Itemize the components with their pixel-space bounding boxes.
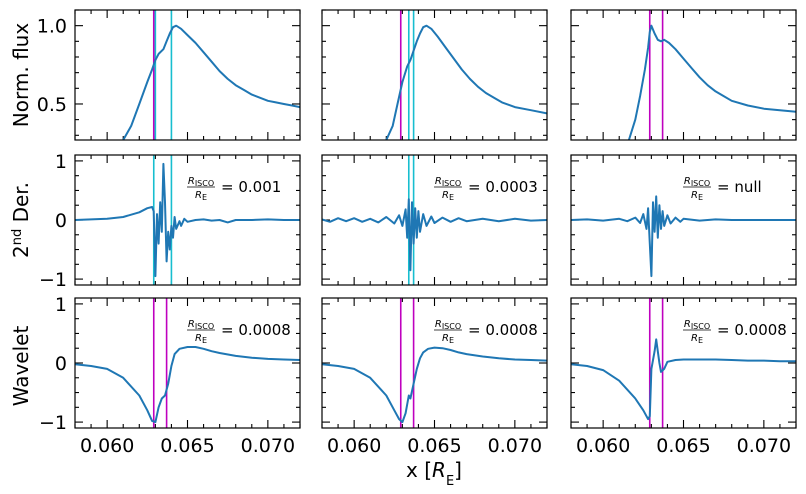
x-tick-label: 0.065 <box>656 435 710 457</box>
panel-frame <box>321 297 548 429</box>
panel-frame <box>570 9 797 141</box>
ratio-denominator: RE <box>195 333 207 345</box>
y-tick-label: 1 <box>55 294 67 316</box>
ratio-annotation: RISCO RE = 0.0003 <box>434 176 538 202</box>
panel-plot-area <box>627 10 796 140</box>
ratio-numerator: RISCO <box>435 319 461 331</box>
y-tick-label: 1.0 <box>37 16 67 38</box>
y-tick-label: 0 <box>55 353 67 375</box>
data-series-line <box>122 24 300 140</box>
panel-frame <box>321 154 548 286</box>
xlabel-text: x [ <box>406 458 432 482</box>
panel-r0c0: 0.5 1.0 <box>37 9 301 141</box>
panel-plot-area <box>75 155 300 285</box>
data-series-line <box>75 162 300 278</box>
y-tick-label: −1 <box>39 412 67 434</box>
data-series-line <box>75 346 300 424</box>
panel-plot-area <box>322 298 547 428</box>
ratio-value: = 0.0003 <box>468 178 538 196</box>
ratio-numerator: RISCO <box>684 319 710 331</box>
y-tick-label: 0.5 <box>37 94 67 116</box>
ratio-denominator: RE <box>442 190 454 202</box>
labels-layer: Norm. flux 2nd Der. Wavelet x [RE] <box>9 23 462 489</box>
ratio-denominator: RE <box>442 333 454 345</box>
ratio-annotation: RISCO RE = 0.0008 <box>434 319 538 345</box>
ratio-denominator: RE <box>691 333 703 345</box>
ratio-denominator: RE <box>691 190 703 202</box>
x-axis-label: x [RE] <box>406 458 462 489</box>
ratio-annotation: RISCO RE = null <box>683 176 762 202</box>
panel-plot-area <box>75 298 300 428</box>
panel-frame <box>74 154 301 286</box>
data-series-line <box>571 338 796 421</box>
ylabel-row-1-rest: Der. <box>9 182 33 229</box>
ratio-value: = 0.0008 <box>221 321 291 339</box>
ylabel-row-2: Wavelet <box>9 326 33 407</box>
panel-frame <box>74 9 301 141</box>
ratio-numerator: RISCO <box>684 176 710 188</box>
ratio-numerator: RISCO <box>188 319 214 331</box>
ylabel-row-1-sup: nd <box>10 229 25 246</box>
data-series-line <box>571 195 796 278</box>
panel-frame <box>74 297 301 429</box>
panel-r2c0: −1 0 1 0.060 0.065 0.070 RISCO RE = 0.0008 <box>39 294 301 457</box>
x-tick-label: 0.060 <box>80 435 134 457</box>
panel-plot-area <box>571 195 796 278</box>
y-tick-label: 1 <box>55 151 67 173</box>
panel-plot-area <box>385 10 547 140</box>
y-tick-label: 0 <box>55 210 67 232</box>
ratio-value: = 0.0008 <box>468 321 538 339</box>
ratio-numerator: RISCO <box>188 176 214 188</box>
ratio-annotation: RISCO RE = 0.0008 <box>683 319 787 345</box>
x-tick-label: 0.060 <box>576 435 630 457</box>
x-tick-label: 0.060 <box>327 435 381 457</box>
data-series-line <box>322 346 547 424</box>
x-tick-label: 0.070 <box>737 435 791 457</box>
panel-r2c1: 0.060 0.065 0.070 RISCO RE = 0.0008 <box>321 297 548 457</box>
panel-r1c0: −1 0 1 RISCO RE = 0.001 <box>39 151 301 291</box>
x-tick-label: 0.070 <box>241 435 295 457</box>
panel-plot-area <box>122 10 300 140</box>
ratio-annotation: RISCO RE = 0.0008 <box>187 319 291 345</box>
panel-r1c1: RISCO RE = 0.0003 <box>321 154 548 286</box>
panel-r1c2: RISCO RE = null <box>570 154 797 286</box>
y-tick-label: −1 <box>39 269 67 291</box>
panel-frame <box>321 9 548 141</box>
ylabel-row-1: 2nd Der. <box>9 182 33 258</box>
x-tick-label: 0.070 <box>488 435 542 457</box>
data-series-line <box>385 24 547 140</box>
panel-r0c2 <box>570 9 797 141</box>
xlabel-close: ] <box>454 458 462 482</box>
panel-plot-area <box>322 155 547 285</box>
panel-r0c1 <box>321 9 548 141</box>
data-series-line <box>322 198 547 272</box>
ylabel-row-1-base: 2 <box>9 245 33 258</box>
ratio-value: = null <box>717 178 762 196</box>
ratio-numerator: RISCO <box>435 176 461 188</box>
ratio-annotation: RISCO RE = 0.001 <box>187 176 281 202</box>
panel-plot-area <box>571 298 796 428</box>
panel-r2c2: 0.060 0.065 0.070 RISCO RE = 0.0008 <box>570 297 797 457</box>
ratio-value: = 0.0008 <box>717 321 787 339</box>
ratio-denominator: RE <box>195 190 207 202</box>
x-tick-label: 0.065 <box>407 435 461 457</box>
xlabel-sub: E <box>446 474 454 489</box>
panel-frame <box>570 154 797 286</box>
ylabel-row-0: Norm. flux <box>9 23 33 128</box>
panel-frame <box>570 297 797 429</box>
x-tick-label: 0.065 <box>160 435 214 457</box>
ratio-value: = 0.001 <box>221 178 281 196</box>
data-series-line <box>627 24 796 140</box>
xlabel-sym: R <box>432 458 446 482</box>
